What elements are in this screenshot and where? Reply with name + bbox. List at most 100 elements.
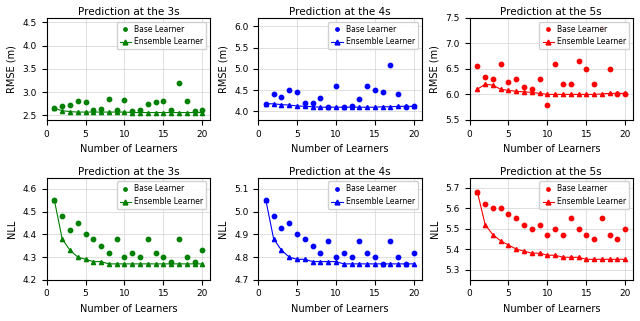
Point: [480, 202, 490, 207]
Point: [331, 83, 341, 89]
Point: [307, 100, 317, 106]
Point: [189, 259, 200, 264]
Point: [401, 261, 411, 266]
Legend: Base Learner, Ensemble Learner: Base Learner, Ensemble Learner: [540, 22, 629, 49]
Point: [581, 232, 591, 237]
Point: [307, 243, 317, 248]
Point: [158, 255, 168, 260]
Point: [527, 87, 537, 92]
Point: [550, 61, 561, 66]
Point: [300, 236, 310, 241]
Point: [596, 216, 607, 221]
X-axis label: Number of Learners: Number of Learners: [79, 304, 177, 314]
Point: [519, 222, 529, 227]
Point: [385, 239, 396, 244]
Point: [81, 100, 91, 105]
Legend: Base Learner, Ensemble Learner: Base Learner, Ensemble Learner: [116, 22, 206, 49]
Point: [354, 239, 364, 244]
Legend: Base Learner, Ensemble Learner: Base Learner, Ensemble Learner: [540, 181, 629, 209]
Y-axis label: RMSE (m): RMSE (m): [218, 45, 228, 93]
Point: [370, 88, 380, 93]
Point: [72, 99, 83, 104]
Point: [150, 100, 161, 105]
Point: [573, 226, 584, 231]
Point: [472, 189, 483, 195]
Y-axis label: RMSE (m): RMSE (m): [430, 45, 440, 93]
Point: [323, 239, 333, 244]
Point: [182, 255, 192, 260]
Point: [81, 232, 91, 237]
Point: [542, 232, 552, 237]
Point: [189, 108, 200, 113]
Point: [472, 64, 483, 69]
Point: [511, 76, 522, 82]
Point: [589, 82, 599, 87]
Point: [111, 236, 122, 241]
Point: [300, 100, 310, 106]
Point: [119, 255, 129, 260]
Point: [534, 76, 545, 82]
Point: [339, 105, 349, 110]
Point: [409, 104, 419, 109]
Point: [581, 66, 591, 71]
X-axis label: Number of Learners: Number of Learners: [79, 144, 177, 154]
Point: [260, 198, 271, 203]
Y-axis label: NLL: NLL: [430, 220, 440, 238]
Point: [612, 92, 623, 97]
Point: [409, 250, 419, 255]
Point: [57, 213, 67, 219]
Point: [127, 108, 138, 113]
Point: [620, 92, 630, 97]
Point: [550, 226, 561, 231]
Point: [605, 232, 615, 237]
Point: [519, 84, 529, 89]
Point: [488, 206, 498, 211]
Y-axis label: NLL: NLL: [218, 220, 228, 238]
X-axis label: Number of Learners: Number of Learners: [502, 304, 600, 314]
Point: [511, 216, 522, 221]
Point: [150, 250, 161, 255]
Point: [558, 82, 568, 87]
Point: [96, 243, 106, 248]
Point: [276, 225, 287, 230]
Point: [393, 92, 403, 97]
Point: [269, 92, 279, 97]
Point: [292, 232, 302, 237]
Point: [88, 107, 99, 112]
Point: [401, 105, 411, 110]
Point: [111, 107, 122, 112]
Y-axis label: RMSE (m): RMSE (m): [7, 45, 17, 93]
Point: [495, 61, 506, 66]
Point: [316, 250, 326, 255]
Point: [57, 103, 67, 108]
Point: [127, 250, 138, 255]
Point: [566, 82, 576, 87]
Point: [596, 25, 607, 30]
Point: [284, 88, 294, 93]
Point: [135, 255, 145, 260]
Point: [331, 255, 341, 260]
Point: [49, 106, 60, 111]
Point: [316, 95, 326, 100]
Point: [119, 98, 129, 103]
Title: Prediction at the 3s: Prediction at the 3s: [77, 7, 179, 17]
Point: [339, 250, 349, 255]
Point: [135, 107, 145, 112]
Point: [527, 226, 537, 231]
Title: Prediction at the 5s: Prediction at the 5s: [500, 167, 602, 177]
Point: [182, 99, 192, 104]
Point: [504, 212, 514, 217]
Point: [174, 236, 184, 241]
Point: [534, 222, 545, 227]
Legend: Base Learner, Ensemble Learner: Base Learner, Ensemble Learner: [328, 181, 418, 209]
Point: [488, 76, 498, 82]
Point: [370, 255, 380, 260]
Title: Prediction at the 3s: Prediction at the 3s: [77, 167, 179, 177]
Point: [378, 90, 388, 95]
Point: [605, 66, 615, 71]
Point: [495, 206, 506, 211]
Point: [96, 107, 106, 112]
X-axis label: Number of Learners: Number of Learners: [291, 144, 388, 154]
Y-axis label: NLL: NLL: [7, 220, 17, 238]
X-axis label: Number of Learners: Number of Learners: [502, 144, 600, 154]
